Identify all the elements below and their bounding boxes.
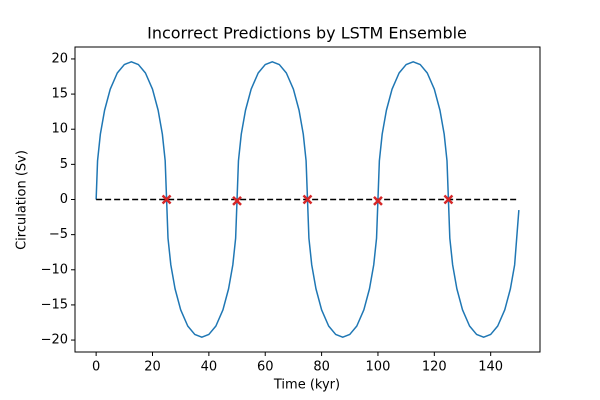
x-tick-label: 120 — [422, 360, 447, 375]
marker — [302, 194, 313, 205]
y-tick-label: −10 — [41, 262, 68, 277]
marker — [161, 194, 172, 205]
x-tick-label: 0 — [92, 360, 100, 375]
y-tick-label: −5 — [49, 227, 68, 242]
x-tick-label: 100 — [366, 360, 391, 375]
y-tick-label: 5 — [60, 157, 68, 172]
x-axis-label: Time (kyr) — [273, 378, 340, 393]
x-tick-label: 20 — [144, 360, 161, 375]
y-tick-label: −20 — [41, 333, 68, 348]
chart-title: Incorrect Predictions by LSTM Ensemble — [147, 24, 467, 43]
marker — [373, 196, 383, 206]
line — [95, 61, 520, 338]
marker — [232, 196, 242, 206]
y-tick-label: 0 — [60, 192, 68, 207]
x-tick-label: 140 — [478, 360, 503, 375]
y-tick-label: 20 — [51, 51, 68, 66]
x-tick-label: 60 — [257, 360, 274, 375]
marker — [443, 194, 454, 205]
x-tick-label: 40 — [201, 360, 218, 375]
y-tick-label: 15 — [51, 87, 68, 102]
y-tick-label: 10 — [51, 122, 68, 137]
x-tick-label: 80 — [313, 360, 330, 375]
y-axis-label: Circulation (Sv) — [15, 150, 30, 250]
y-tick-label: −15 — [41, 297, 68, 312]
